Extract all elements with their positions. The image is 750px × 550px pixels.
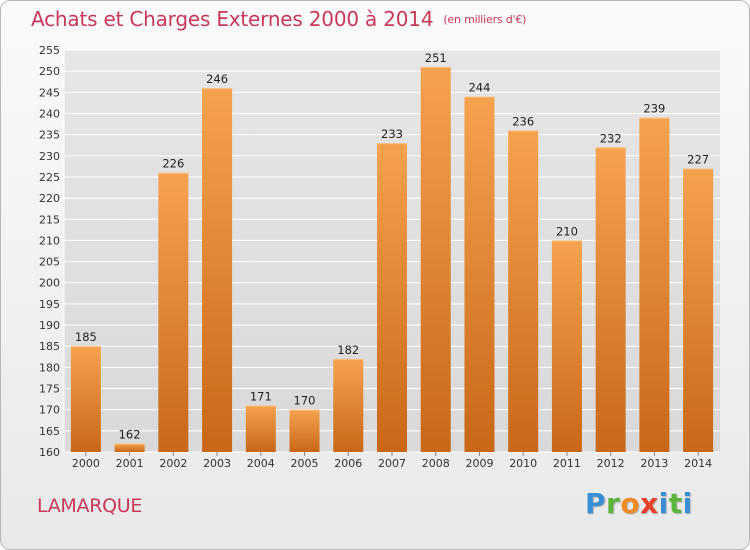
bar [377,143,407,453]
bar [70,346,101,452]
logo-letter: r [606,487,621,520]
chart-unit: (en milliers d'€) [443,13,527,26]
y-tick-label: 240 [39,107,60,120]
logo-letter: P [585,487,607,520]
bar [464,96,495,453]
bar [158,172,189,452]
bar [245,405,276,452]
x-tick-label: 2001 [116,457,144,470]
y-tick-label: 170 [39,404,60,417]
data-label: 170 [294,394,316,408]
y-tick-label: 195 [39,298,60,311]
y-axis-ticks: 160 165 170 175 180 185 190 195 200 205 210 215 220 2… [39,44,60,459]
data-label: 251 [425,51,447,65]
chart-title: Achats et Charges Externes 2000 à 2014 (e… [31,7,526,31]
x-tick-label: 2013 [640,457,668,470]
y-tick-label: 255 [39,44,60,57]
logo-letter: o [620,487,641,520]
x-tick-label: 2010 [509,457,537,470]
bar [683,168,714,453]
bar [551,240,582,452]
y-tick-label: 225 [39,171,60,184]
y-tick-label: 205 [39,256,60,269]
data-label: 232 [600,131,622,145]
data-labels: 185 162 226 246 171 170 182 233 251 244 236 210 232 2… [75,51,709,442]
bar [114,443,145,452]
data-label: 244 [468,81,490,95]
data-label: 210 [556,224,578,238]
bar [289,409,320,452]
x-tick-label: 2006 [334,457,362,470]
x-tick-label: 2009 [465,457,493,470]
y-tick-label: 220 [39,192,60,205]
x-axis-ticks: 2000 2001 2002 2003 2004 2005 2006 2007 2008 2009… [72,452,712,470]
x-tick-label: 2007 [378,457,406,470]
bar [508,130,539,452]
x-tick-label: 2012 [597,457,625,470]
x-tick-label: 2008 [422,457,450,470]
bar [639,117,670,452]
data-label: 171 [250,389,272,403]
data-label: 162 [119,428,141,442]
logo-letter: t [668,487,683,520]
bar [420,66,451,452]
data-label: 227 [687,152,709,166]
x-tick-label: 2004 [247,457,275,470]
y-tick-label: 190 [39,319,60,332]
x-tick-label: 2011 [553,457,581,470]
y-tick-label: 235 [39,129,60,142]
y-tick-label: 250 [39,65,60,78]
y-tick-label: 180 [39,361,60,374]
x-tick-label: 2003 [203,457,231,470]
data-label: 233 [381,127,403,141]
y-tick-label: 185 [39,340,60,353]
y-tick-label: 210 [39,234,60,247]
proxiti-logo: Proxiti [585,487,693,520]
town-name: LAMARQUE [37,495,143,517]
logo-letter: x [640,487,659,520]
y-tick-label: 200 [39,277,60,290]
logo-letter: i [682,487,693,520]
data-label: 239 [643,102,665,116]
x-tick-label: 2002 [159,457,187,470]
chart-title-text: Achats et Charges Externes 2000 à 2014 [31,7,434,31]
bars [70,66,714,453]
y-tick-label: 230 [39,150,60,163]
y-tick-label: 245 [39,86,60,99]
data-label: 236 [512,114,534,128]
bar [595,147,626,453]
bar [333,358,364,452]
y-tick-label: 215 [39,213,60,226]
data-label: 226 [162,157,184,171]
x-tick-label: 2005 [291,457,319,470]
bar [202,88,233,452]
y-tick-label: 160 [39,446,60,459]
y-tick-label: 175 [39,383,60,396]
data-label: 246 [206,72,228,86]
logo-letter: i [658,487,669,520]
y-tick-label: 165 [39,425,60,438]
data-label: 185 [75,330,97,344]
x-tick-label: 2000 [72,457,100,470]
data-label: 182 [337,343,359,357]
x-tick-label: 2014 [684,457,712,470]
